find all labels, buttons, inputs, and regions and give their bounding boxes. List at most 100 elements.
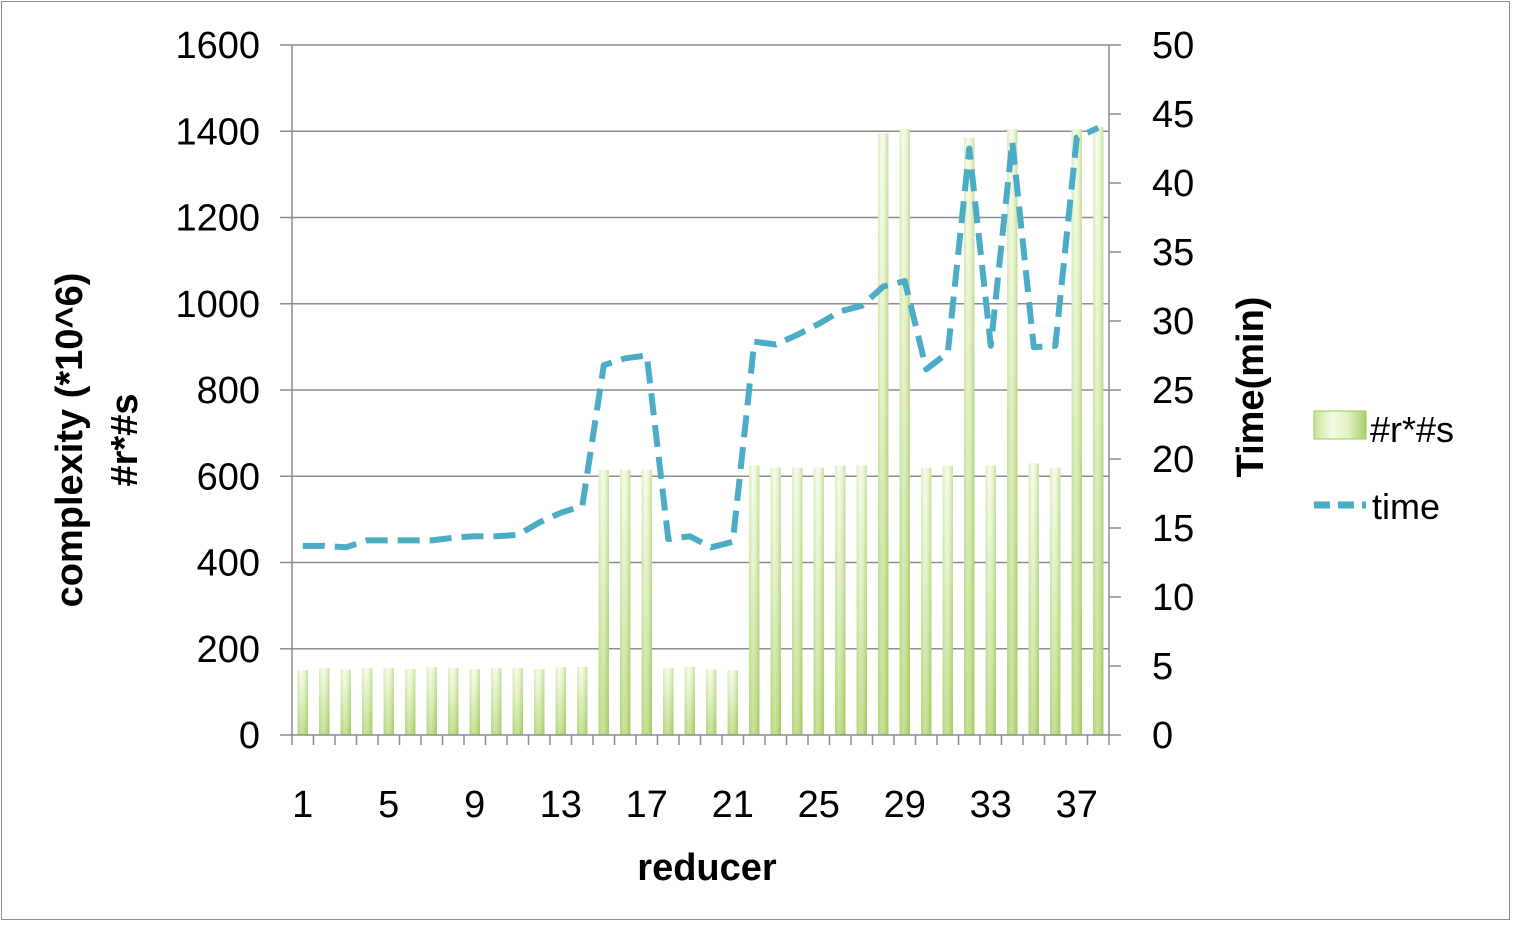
bar-shade: [491, 668, 502, 735]
bar-shade: [985, 465, 996, 735]
legend-swatch-bars: [1313, 410, 1367, 440]
bar: [663, 668, 674, 735]
x-tick-label: 9: [464, 784, 485, 826]
bar: [749, 465, 760, 735]
x-tick-label: 17: [626, 784, 668, 826]
bar-shade: [813, 467, 824, 735]
y-tick-label: 0: [239, 715, 260, 757]
y-tick-label: 400: [197, 543, 260, 585]
bar-shade: [942, 465, 953, 735]
bar-shade: [1050, 467, 1061, 735]
bar: [942, 465, 953, 735]
x-tick-label: 25: [798, 784, 840, 826]
bar-shade: [469, 669, 480, 735]
y2-tick-label: 35: [1152, 232, 1194, 274]
bar-shade: [749, 465, 760, 735]
bar: [1007, 129, 1018, 735]
bar: [555, 667, 566, 735]
bar-shade: [1071, 129, 1082, 735]
bar-shade: [319, 668, 330, 735]
x-axis-title: reducer: [637, 847, 777, 889]
bar-shade: [598, 469, 609, 735]
legend: #r*#s time: [1313, 409, 1454, 527]
bar-shade: [555, 667, 566, 735]
bar: [469, 669, 480, 735]
bar-shade: [512, 668, 523, 735]
bar-shade: [921, 467, 932, 735]
y2-tick-label: 5: [1152, 646, 1173, 688]
bar: [706, 669, 717, 735]
y-tick-label: 800: [197, 370, 260, 412]
bar: [985, 465, 996, 735]
bar: [770, 467, 781, 735]
y2-tick-label: 15: [1152, 508, 1194, 550]
bar-shade: [706, 669, 717, 735]
y-tick-label: 200: [197, 629, 260, 671]
x-tick-label: 21: [712, 784, 754, 826]
gridlines: [292, 44, 1109, 650]
x-tick-label: 5: [378, 784, 399, 826]
x-tick-label: 29: [884, 784, 926, 826]
bar-shade: [405, 669, 416, 735]
x-tick-label: 1: [292, 784, 313, 826]
bar: [727, 670, 738, 735]
y2-tick-label: 20: [1152, 439, 1194, 481]
bar: [813, 467, 824, 735]
bar: [340, 669, 351, 735]
bar: [899, 129, 910, 735]
bar: [792, 467, 803, 735]
y2-tick-label: 45: [1152, 94, 1194, 136]
bar: [878, 133, 889, 735]
x-tick-label: 33: [970, 784, 1012, 826]
bar-shade: [964, 137, 975, 735]
bar-shade: [770, 467, 781, 735]
bar-shade: [684, 666, 695, 735]
bar-shade: [1007, 129, 1018, 735]
bar: [362, 668, 373, 735]
bar-shade: [856, 465, 867, 735]
bar: [577, 666, 588, 735]
bar: [684, 666, 695, 735]
bar-shade: [878, 133, 889, 735]
bar: [383, 668, 394, 735]
y-tick-label: 600: [197, 456, 260, 498]
y-axis-title-line2: #r*#s: [104, 394, 146, 487]
bar-series: [297, 126, 1104, 735]
bar: [835, 465, 846, 735]
bar: [964, 137, 975, 735]
x-tick-label: 13: [540, 784, 582, 826]
bar: [921, 467, 932, 735]
bar: [405, 669, 416, 735]
bar: [1028, 463, 1039, 735]
bar-shade: [534, 669, 545, 735]
bar: [1071, 129, 1082, 735]
bar-shade: [297, 670, 308, 735]
line-series: [302, 125, 1100, 551]
y-axis-title-line1: complexity (*10^6): [49, 273, 91, 608]
bar-shade: [899, 129, 910, 735]
y2-tick-label: 50: [1152, 25, 1194, 67]
bar-shade: [448, 668, 459, 735]
bar: [297, 670, 308, 735]
axes: 0200400600800100012001400160005101520253…: [175, 25, 1194, 826]
y-tick-label: 1600: [175, 25, 260, 67]
bar: [620, 469, 631, 735]
y2-tick-label: 40: [1152, 163, 1194, 205]
bar-shade: [1093, 126, 1104, 735]
bar: [534, 669, 545, 735]
y2-tick-label: 30: [1152, 301, 1194, 343]
legend-label-line: time: [1372, 486, 1440, 527]
bar-shade: [577, 666, 588, 735]
bar-shade: [641, 469, 652, 735]
bar: [856, 465, 867, 735]
y2-tick-label: 10: [1152, 577, 1194, 619]
bar-shade: [362, 668, 373, 735]
bar: [426, 667, 437, 735]
bar-shade: [340, 669, 351, 735]
bar-shade: [727, 670, 738, 735]
bar: [598, 469, 609, 735]
bar-shade: [792, 467, 803, 735]
bar: [641, 469, 652, 735]
